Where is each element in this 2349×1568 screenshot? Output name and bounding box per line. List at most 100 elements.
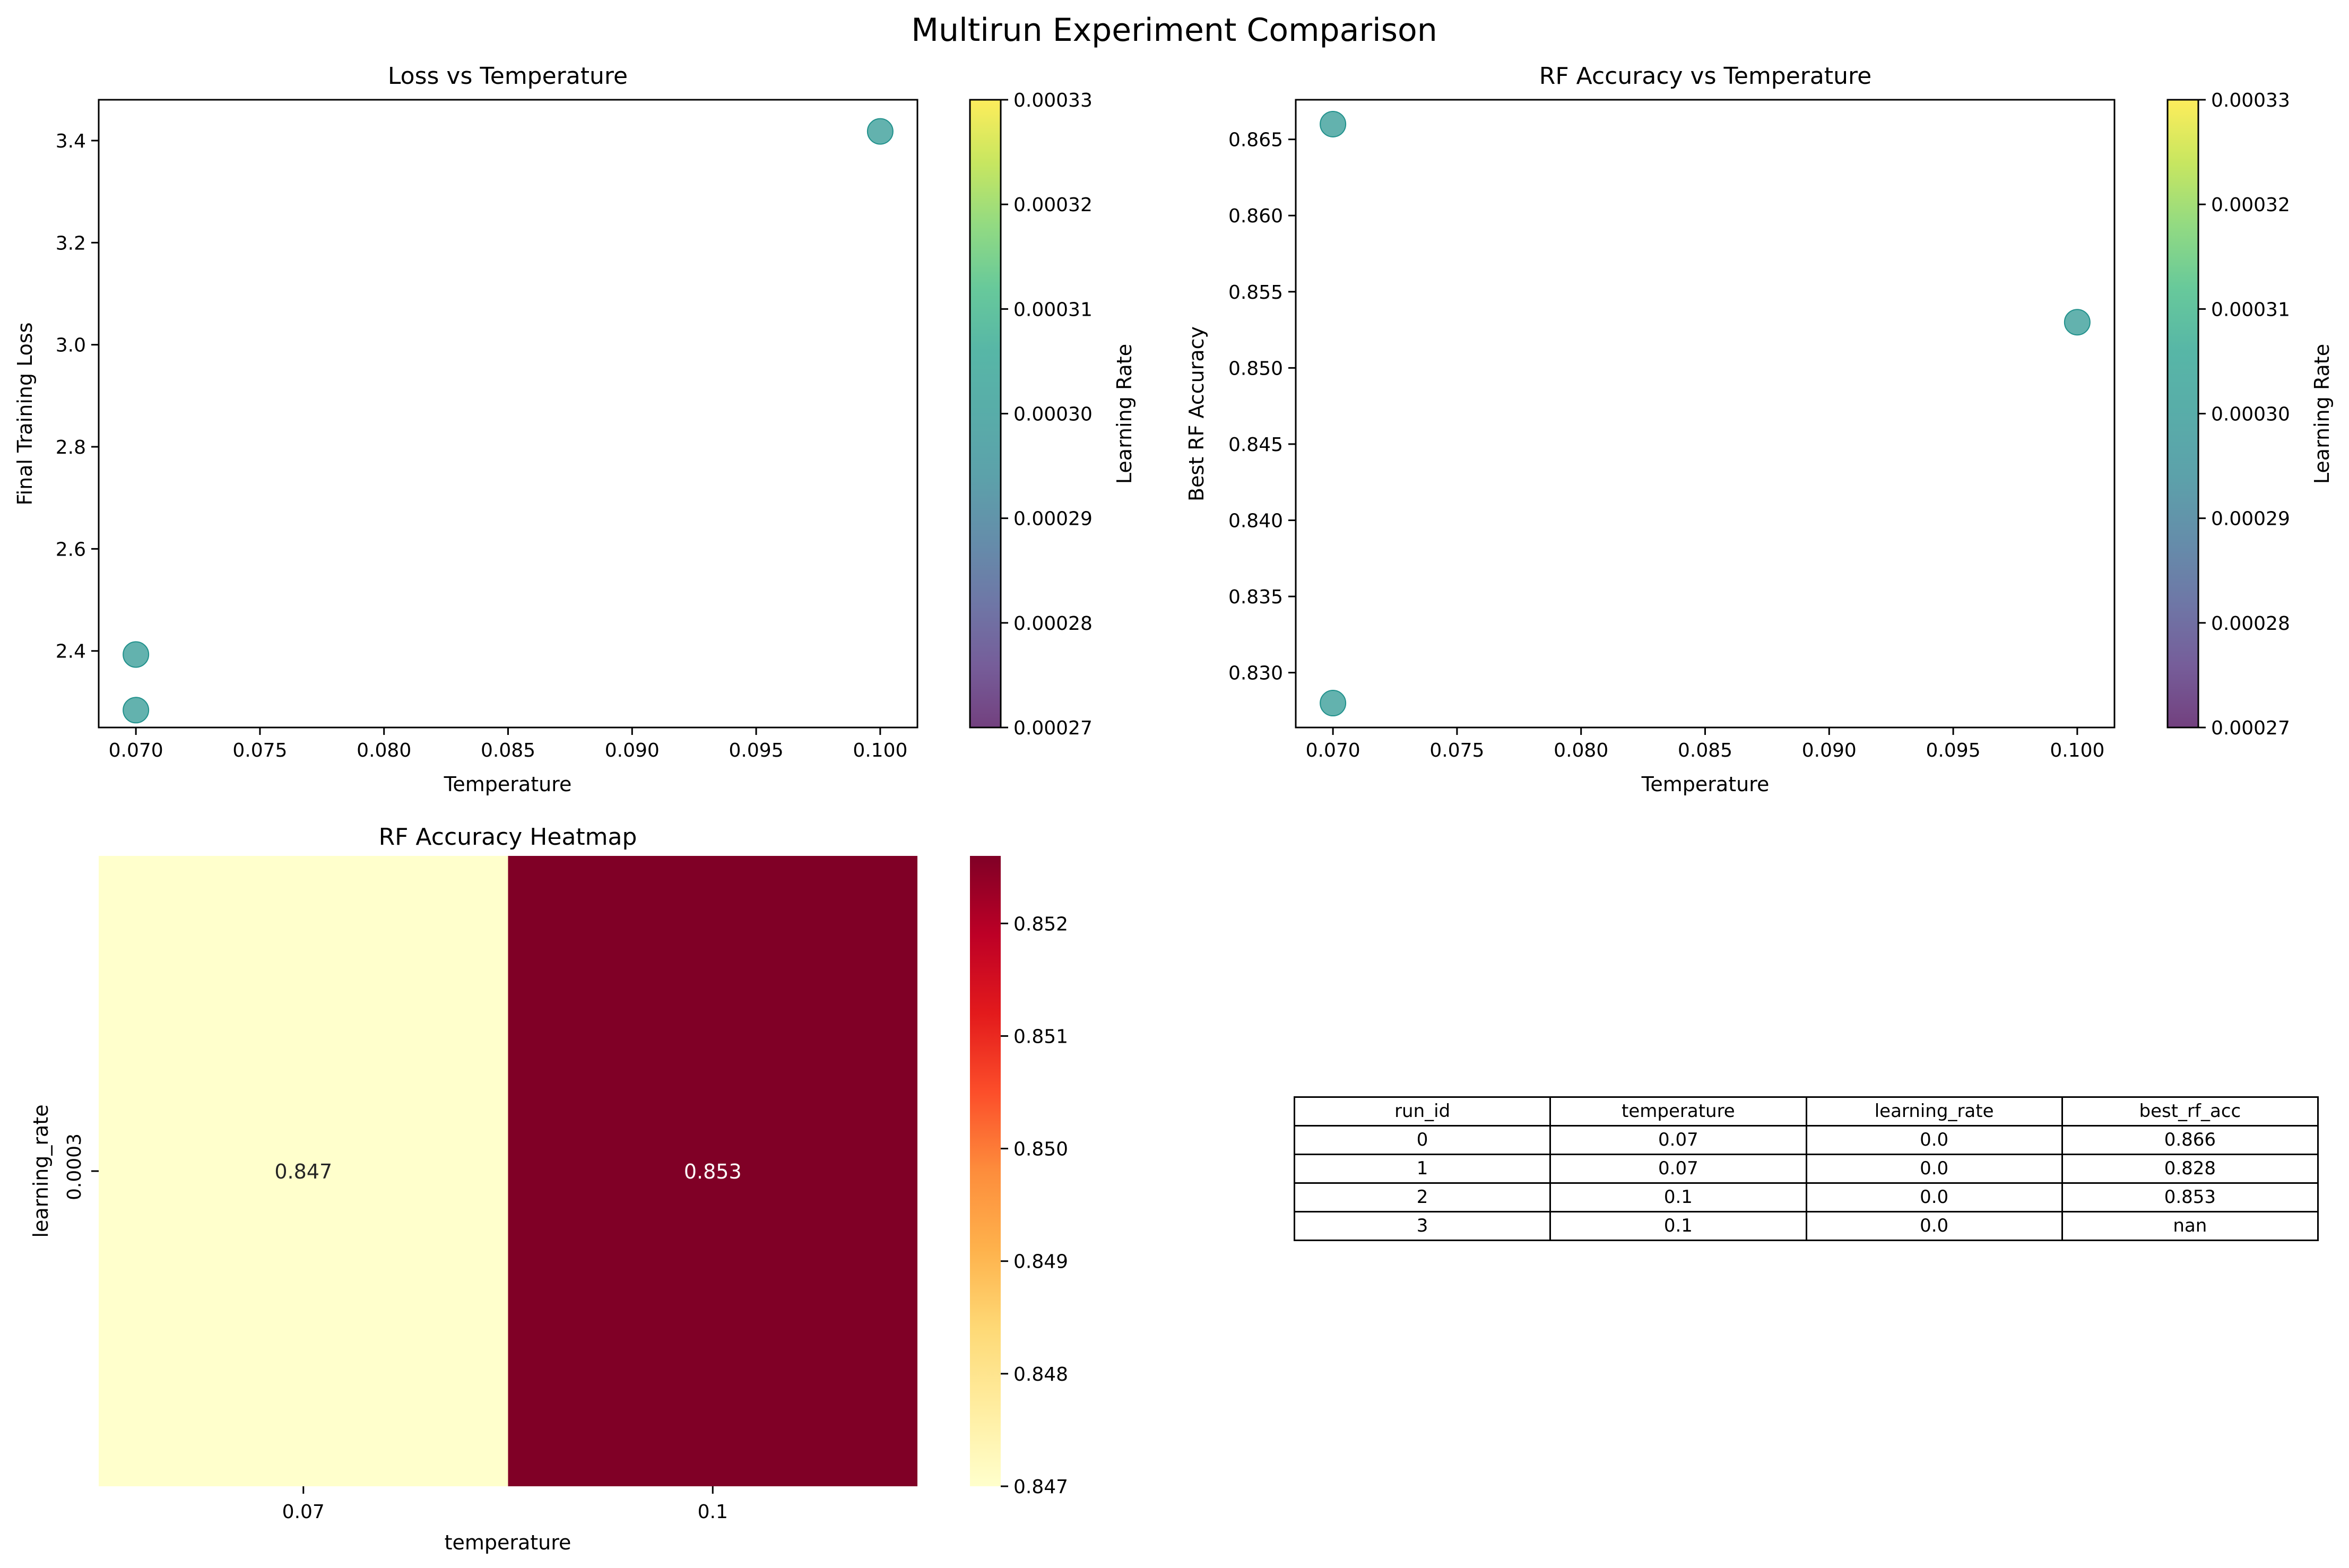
rf-x-axis-label: Temperature bbox=[1641, 773, 1770, 796]
loss-x-tick-label: 0.075 bbox=[232, 740, 287, 761]
loss-colorbar-tick-label: 0.00028 bbox=[1013, 613, 1093, 635]
loss-y-ticks: 2.4 2.6 2.8 3.0 3.2 3.4 bbox=[56, 131, 99, 663]
rf-colorbar-tick-label: 0.00027 bbox=[2211, 717, 2290, 739]
loss-colorbar-tick-label: 0.00027 bbox=[1013, 717, 1093, 739]
rf-y-tick-label: 0.850 bbox=[1228, 358, 1283, 379]
rf-colorbar-tick-label: 0.00029 bbox=[2211, 508, 2290, 530]
loss-x-tick-label: 0.100 bbox=[853, 740, 907, 761]
table-header-row: run_id temperature learning_rate best_rf… bbox=[1293, 1096, 2319, 1127]
rf-accuracy-vs-temperature-panel: RF Accuracy vs Temperature Temperature B… bbox=[1185, 63, 2334, 796]
table-cell: 0.0 bbox=[1805, 1211, 2063, 1241]
table-cell: 0.07 bbox=[1549, 1125, 1807, 1155]
rf-x-tick-label: 0.090 bbox=[1802, 740, 1857, 761]
rf-x-tick-label: 0.080 bbox=[1554, 740, 1608, 761]
heatmap-colorbar-tick-label: 0.852 bbox=[1013, 913, 1068, 935]
rf-colorbar-tick-label: 0.00030 bbox=[2211, 404, 2290, 426]
table-cell: 0.0 bbox=[1805, 1182, 2063, 1212]
heatmap-y-axis-label: learning_rate bbox=[29, 1104, 53, 1237]
heatmap-title: RF Accuracy Heatmap bbox=[379, 824, 637, 851]
loss-x-tick-label: 0.095 bbox=[729, 740, 784, 761]
heatmap-x-tick-label: 0.07 bbox=[282, 1501, 325, 1523]
loss-x-tick-label: 0.080 bbox=[357, 740, 411, 761]
heatmap-cell bbox=[99, 856, 508, 1486]
loss-vs-temperature-panel: Loss vs Temperature Temperature Final Tr… bbox=[13, 63, 1136, 796]
table-cell: 0.853 bbox=[2061, 1182, 2319, 1212]
column-header: run_id bbox=[1293, 1096, 1551, 1127]
loss-y-tick-label: 2.6 bbox=[56, 539, 86, 560]
table-cell: 0.866 bbox=[2061, 1125, 2319, 1155]
rf-colorbar-tick-label: 0.00033 bbox=[2211, 90, 2290, 111]
column-header: temperature bbox=[1549, 1096, 1807, 1127]
table-row: 3 0.1 0.0 nan bbox=[1293, 1211, 2319, 1241]
rf-plot-frame bbox=[1295, 99, 2116, 729]
loss-y-tick-label: 3.4 bbox=[56, 131, 86, 152]
heatmap-colorbar-tick-label: 0.851 bbox=[1013, 1026, 1068, 1047]
heatmap-cell bbox=[508, 856, 917, 1486]
rf-y-tick-label: 0.840 bbox=[1228, 510, 1283, 532]
heatmap-x-tick-label: 0.1 bbox=[698, 1501, 728, 1523]
table-row: 1 0.07 0.0 0.828 bbox=[1293, 1154, 2319, 1184]
rf-y-tick-label: 0.830 bbox=[1228, 663, 1283, 685]
table-cell: 1 bbox=[1293, 1154, 1551, 1184]
loss-colorbar-tick-label: 0.00031 bbox=[1013, 299, 1093, 320]
loss-x-axis-label: Temperature bbox=[444, 773, 572, 796]
loss-x-tick-label: 0.085 bbox=[481, 740, 535, 761]
heatmap-y-tick-label: 0.0003 bbox=[64, 1133, 85, 1200]
table-cell: nan bbox=[2061, 1211, 2319, 1241]
loss-x-tick-label: 0.090 bbox=[605, 740, 660, 761]
heatmap-colorbar-tick-label: 0.848 bbox=[1013, 1364, 1068, 1385]
rf-y-tick-label: 0.845 bbox=[1228, 434, 1283, 456]
figure-title: Multirun Experiment Comparison bbox=[911, 12, 1437, 49]
loss-x-tick-label: 0.070 bbox=[109, 740, 163, 761]
loss-scatter-point bbox=[866, 118, 894, 145]
loss-y-tick-label: 2.4 bbox=[56, 641, 86, 663]
loss-colorbar-tick-label: 0.00030 bbox=[1013, 404, 1093, 426]
loss-colorbar-tick-label: 0.00029 bbox=[1013, 508, 1093, 530]
rf-colorbar-tick-label: 0.00032 bbox=[2211, 194, 2290, 216]
heatmap-colorbar-ticks: 0.847 0.848 0.849 0.850 0.851 0.852 bbox=[1001, 913, 1068, 1498]
heatmap-cells: 0.847 0.853 bbox=[99, 856, 917, 1486]
loss-scatter-points bbox=[123, 118, 894, 724]
table-cell: 0.1 bbox=[1549, 1211, 1807, 1241]
heatmap-cell-label: 0.853 bbox=[684, 1160, 742, 1183]
rf-y-tick-label: 0.855 bbox=[1228, 282, 1283, 304]
rf-colorbar-tick-label: 0.00031 bbox=[2211, 299, 2290, 320]
loss-colorbar-label: Learning Rate bbox=[1113, 344, 1136, 484]
loss-y-axis-label: Final Training Loss bbox=[13, 322, 37, 505]
rf-x-tick-label: 0.070 bbox=[1306, 740, 1360, 761]
rf-y-tick-label: 0.860 bbox=[1228, 205, 1283, 227]
rf-learning-rate-colorbar: 0.00027 0.00028 0.00029 0.00030 0.00031 0.000… bbox=[2166, 90, 2334, 739]
loss-colorbar-ticks: 0.00027 0.00028 0.00029 0.00030 0.00031 0.000… bbox=[1001, 90, 1093, 739]
rf-x-ticks: 0.070 0.075 0.080 0.085 0.090 0.095 0.100 bbox=[1306, 727, 2104, 761]
table-cell: 0.0 bbox=[1805, 1125, 2063, 1155]
rf-colorbar-tick-label: 0.00028 bbox=[2211, 613, 2290, 635]
table-cell: 0.0 bbox=[1805, 1154, 2063, 1184]
loss-learning-rate-colorbar: 0.00027 0.00028 0.00029 0.00030 0.00031 0.000… bbox=[969, 90, 1136, 739]
column-header: best_rf_acc bbox=[2061, 1096, 2319, 1127]
heatmap-axis-ticks: 0.07 0.1 0.0003 bbox=[64, 1133, 728, 1523]
rf-y-tick-label: 0.835 bbox=[1228, 586, 1283, 608]
loss-colorbar-tick-label: 0.00032 bbox=[1013, 194, 1093, 216]
table-cell: 2 bbox=[1293, 1182, 1551, 1212]
rf-x-tick-label: 0.095 bbox=[1926, 740, 1981, 761]
loss-chart-title: Loss vs Temperature bbox=[388, 63, 628, 90]
table-cell: 0.1 bbox=[1549, 1182, 1807, 1212]
heatmap-cell-label: 0.847 bbox=[274, 1160, 332, 1183]
heatmap-colorbar: 0.847 0.848 0.849 0.850 0.851 0.852 bbox=[970, 856, 1068, 1498]
rf-x-tick-label: 0.100 bbox=[2050, 740, 2104, 761]
heatmap-colorbar-tick-label: 0.847 bbox=[1013, 1476, 1068, 1498]
runs-table: run_id temperature learning_rate best_rf… bbox=[1293, 1096, 2319, 1241]
table-cell: 3 bbox=[1293, 1211, 1551, 1241]
rf-chart-title: RF Accuracy vs Temperature bbox=[1539, 63, 1871, 90]
loss-y-tick-label: 2.8 bbox=[56, 437, 86, 458]
loss-y-tick-label: 3.0 bbox=[56, 335, 86, 357]
rf-scatter-point bbox=[1320, 110, 1347, 137]
heatmap-colorbar-tick-label: 0.850 bbox=[1013, 1139, 1068, 1160]
rf-scatter-points bbox=[1320, 110, 2091, 717]
column-header: learning_rate bbox=[1805, 1096, 2063, 1127]
loss-scatter-point bbox=[123, 641, 150, 668]
loss-colorbar-tick-label: 0.00033 bbox=[1013, 90, 1093, 111]
heatmap-colorbar-tick-label: 0.849 bbox=[1013, 1251, 1068, 1273]
table-cell: 0 bbox=[1293, 1125, 1551, 1155]
loss-plot-frame bbox=[98, 99, 918, 729]
